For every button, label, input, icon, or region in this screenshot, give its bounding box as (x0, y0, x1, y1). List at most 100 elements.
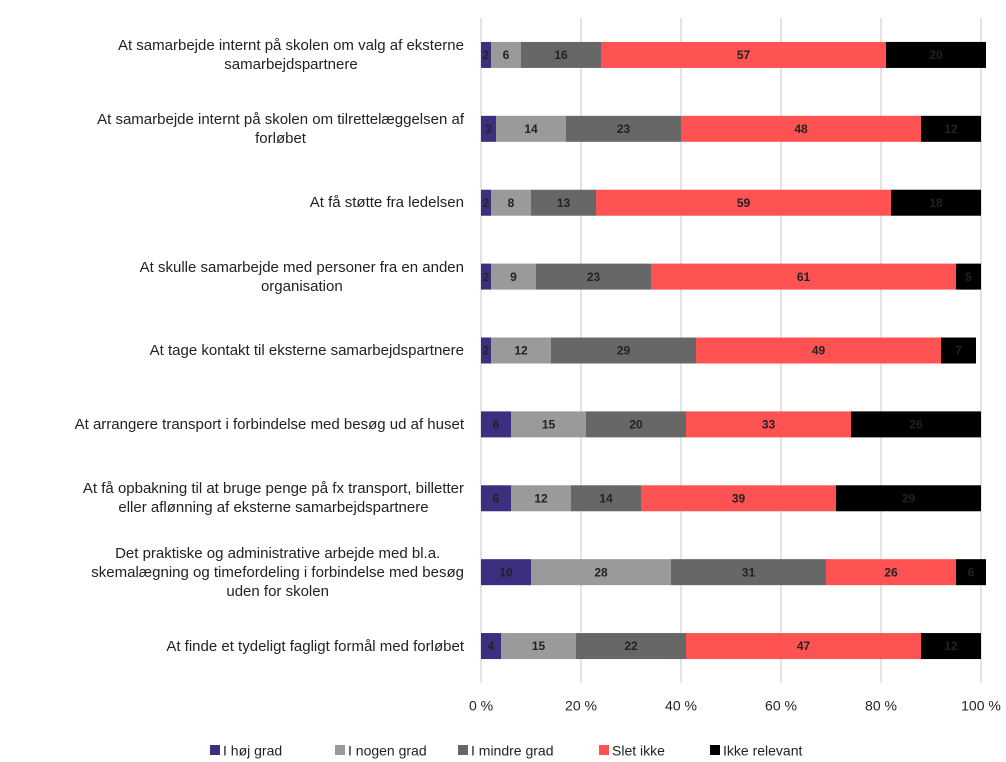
value-label: 33 (762, 418, 776, 432)
bar-segment (681, 115, 921, 142)
value-label: 3 (485, 122, 492, 136)
value-label: 20 (929, 48, 943, 62)
bar-segment (891, 189, 981, 216)
value-label: 6 (493, 418, 500, 432)
bar-segment (536, 263, 651, 290)
value-label: 29 (902, 491, 916, 505)
value-label: 23 (617, 122, 631, 136)
value-label: 12 (944, 122, 958, 136)
bar-segment (491, 41, 521, 68)
value-label: 2 (483, 48, 490, 62)
legend-swatch (335, 745, 345, 755)
bar-segment (696, 337, 941, 364)
value-label: 26 (884, 565, 898, 579)
x-tick-label: 60 % (765, 698, 797, 714)
value-label: 26 (909, 418, 923, 432)
category-label: At samarbejde internt på skolen om valg … (0, 15, 464, 95)
value-label: 15 (532, 639, 546, 653)
bar-segment (836, 485, 981, 512)
bar-segment (481, 633, 501, 660)
bar-segment (491, 263, 536, 290)
bar-segment (571, 485, 641, 512)
category-text: At finde et tydeligt fagligt formål med … (166, 637, 464, 655)
category-text: At tage kontakt til eksterne samarbejdsp… (149, 342, 464, 359)
value-label: 8 (508, 196, 515, 210)
category-text: At samarbejde internt på skolen om tilre… (97, 110, 464, 147)
legend-label: Ikke relevant (723, 743, 802, 759)
bar-segment (601, 41, 886, 68)
bar-segment (886, 41, 986, 68)
category-label: At skulle samarbejde med personer fra en… (0, 237, 464, 317)
category-label: At få opbakning til at bruge penge på fx… (0, 458, 464, 538)
value-label: 12 (944, 639, 958, 653)
bar-segment (921, 115, 981, 142)
value-label: 18 (929, 196, 943, 210)
category-text: At få opbakning til at bruge penge på fx… (82, 480, 464, 517)
value-label: 2 (483, 196, 490, 210)
value-label: 57 (737, 48, 751, 62)
value-label: 48 (794, 122, 808, 136)
x-tick-label: 20 % (565, 698, 597, 714)
bar-segment (496, 115, 566, 142)
bar-segment (641, 485, 836, 512)
category-label: At tage kontakt til eksterne samarbejdsp… (0, 311, 464, 391)
value-label: 2 (483, 270, 490, 284)
legend-swatch (458, 745, 468, 755)
category-text: At samarbejde internt på skolen om valg … (117, 36, 464, 73)
value-label: 13 (557, 196, 571, 210)
value-label: 6 (968, 565, 975, 579)
bar-segment (651, 263, 956, 290)
value-label: 6 (503, 48, 510, 62)
value-label: 47 (797, 639, 811, 653)
value-label: 2 (483, 344, 490, 358)
category-label: At finde et tydeligt fagligt formål med … (0, 606, 464, 686)
value-label: 16 (554, 48, 568, 62)
value-label: 59 (737, 196, 751, 210)
x-tick-label: 100 % (961, 698, 1001, 714)
bar-segment (481, 263, 491, 290)
value-label: 49 (812, 344, 826, 358)
bar-segment (491, 189, 531, 216)
value-label: 12 (514, 344, 528, 358)
x-tick-label: 0 % (469, 698, 493, 714)
bar-segment (551, 337, 696, 364)
bar-segment (481, 115, 496, 142)
bar-segment (481, 189, 491, 216)
bar-segment (481, 485, 511, 512)
bar-segment (686, 633, 921, 660)
bar-segment (576, 633, 686, 660)
bar-segment (511, 485, 571, 512)
category-label: At samarbejde internt på skolen om tilre… (0, 89, 464, 169)
value-label: 23 (587, 270, 601, 284)
bar-segment (921, 633, 981, 660)
category-text: At få støtte fra ledelsen (309, 194, 464, 212)
value-label: 61 (797, 270, 811, 284)
bar-segment (956, 263, 981, 290)
bar-segment (956, 559, 986, 586)
legend-swatch (210, 745, 220, 755)
bar-segment (671, 559, 826, 586)
x-tick-label: 40 % (665, 698, 697, 714)
category-label: At arrangere transport i forbindelse med… (0, 384, 464, 464)
bar-segment (686, 411, 851, 438)
bar-segment (511, 411, 586, 438)
bar-segment (941, 337, 976, 364)
legend-label: I mindre grad (471, 743, 553, 759)
value-label: 28 (594, 565, 608, 579)
legend-label: Slet ikke (612, 743, 665, 759)
value-label: 14 (599, 491, 613, 505)
category-text: At skulle samarbejde med personer fra en… (139, 258, 464, 295)
bar-segment (501, 633, 576, 660)
bar-segment (491, 337, 551, 364)
bar-segment (481, 41, 491, 68)
bar-segment (481, 559, 531, 586)
value-label: 29 (617, 344, 631, 358)
value-label: 39 (732, 491, 746, 505)
value-label: 9 (510, 270, 517, 284)
category-text: Det praktiske og administrative arbejde … (91, 544, 464, 600)
bar-segment (566, 115, 681, 142)
value-label: 15 (542, 418, 556, 432)
bar-segment (521, 41, 601, 68)
